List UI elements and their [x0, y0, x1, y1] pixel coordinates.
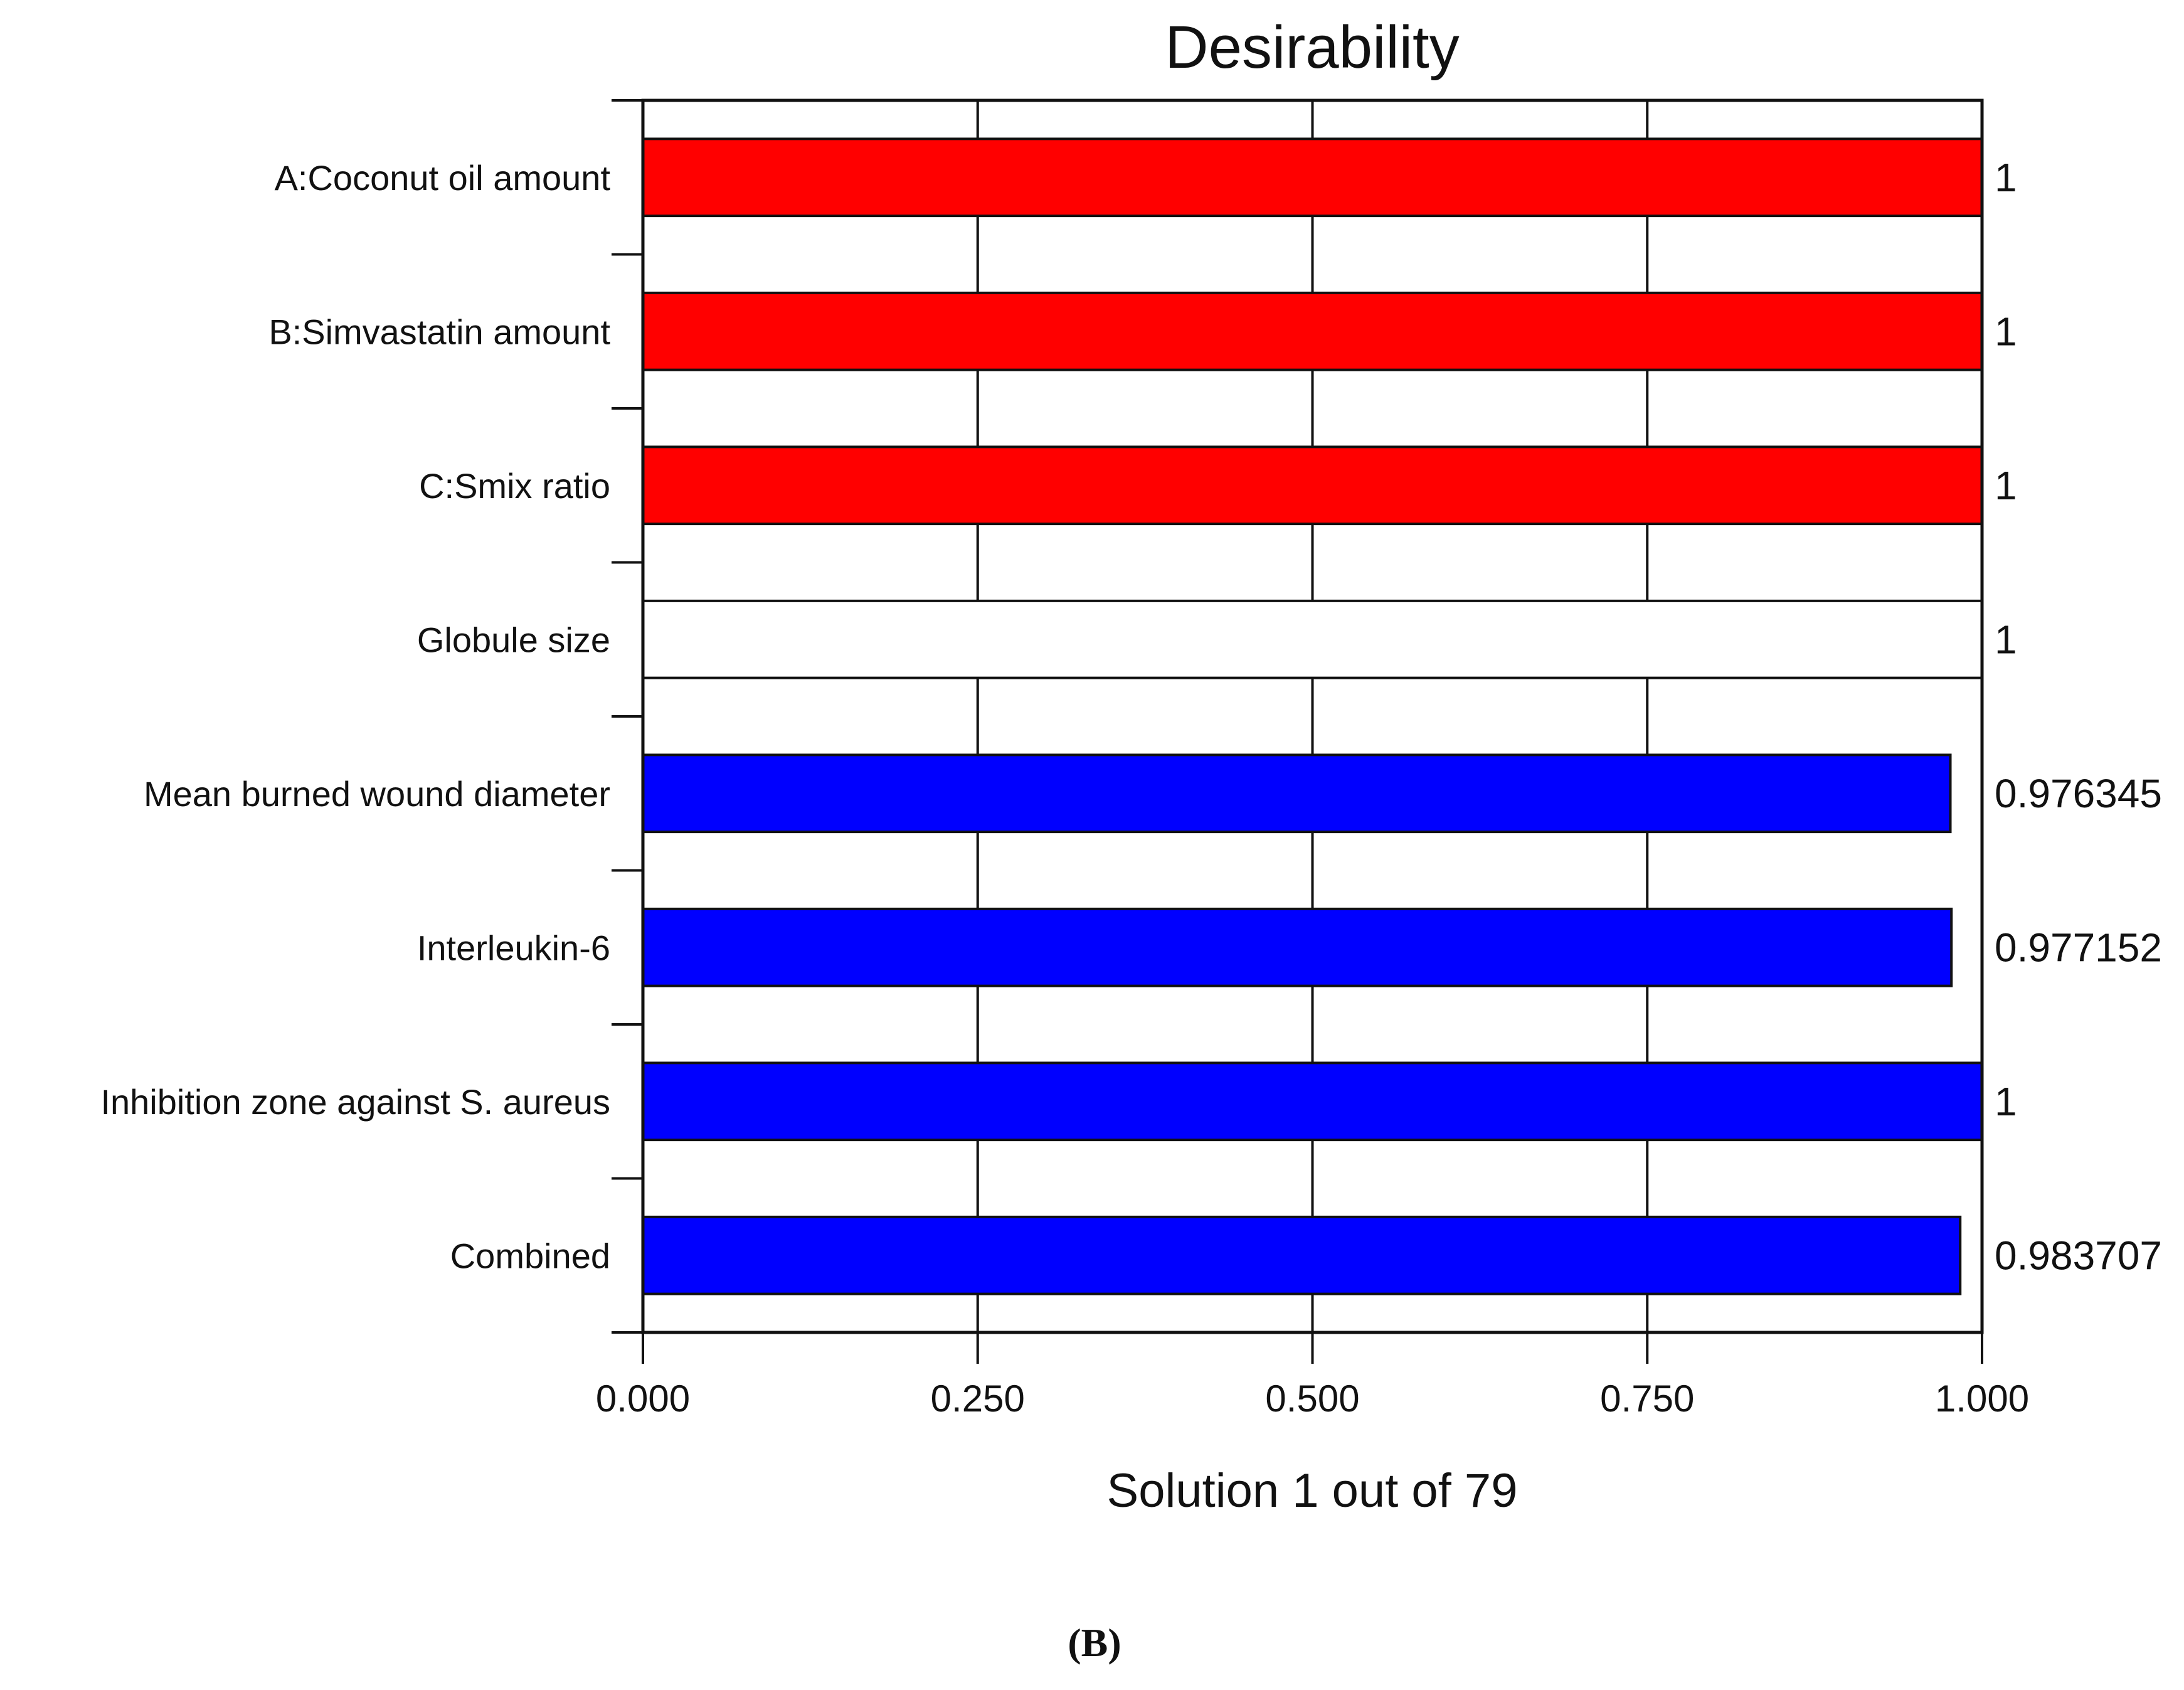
category-label: Interleukin-6 [417, 928, 610, 967]
bar [642, 1215, 1962, 1295]
category-label: Mean burned wound diameter [144, 774, 610, 814]
category-label: B:Simvastatin amount [268, 312, 610, 351]
labels: A:Coconut oil amount 1 B:Simvastatin amoun… [100, 155, 2161, 1420]
bar [642, 445, 1983, 526]
bar [642, 599, 1983, 679]
value-label: 1 [1995, 463, 2017, 508]
value-label: 0.977152 [1995, 925, 2162, 970]
bar [642, 291, 1983, 371]
category-label: Globule size [417, 620, 610, 659]
value-label: 0.976345 [1995, 771, 2162, 816]
category-label: Combined [450, 1236, 610, 1275]
x-tick-label: 0.750 [1600, 1378, 1694, 1420]
x-tick-label: 0.250 [931, 1378, 1025, 1420]
category-label: Inhibition zone against S. aureus [100, 1082, 610, 1122]
value-label: 1 [1995, 309, 2017, 354]
plot-frame [612, 98, 1984, 1364]
value-label: 0.983707 [1995, 1233, 2162, 1278]
category-label: C:Smix ratio [419, 466, 610, 506]
chart-title: Desirability [1165, 14, 1459, 81]
bar [642, 1061, 1983, 1142]
x-tick-label: 0.500 [1265, 1378, 1359, 1420]
bar [642, 907, 1953, 987]
value-label: 1 [1995, 1079, 2017, 1124]
x-tick-label: 0.000 [596, 1378, 690, 1420]
category-label: A:Coconut oil amount [275, 158, 611, 198]
value-label: 1 [1995, 617, 2017, 662]
x-tick-label: 1.000 [1935, 1378, 2029, 1420]
bar [642, 137, 1983, 218]
grid [642, 100, 1983, 1332]
bar [642, 753, 1952, 834]
value-label: 1 [1995, 155, 2017, 200]
x-axis-label: Solution 1 out of 79 [1107, 1464, 1518, 1517]
panel-label: (B) [1068, 1620, 1121, 1665]
